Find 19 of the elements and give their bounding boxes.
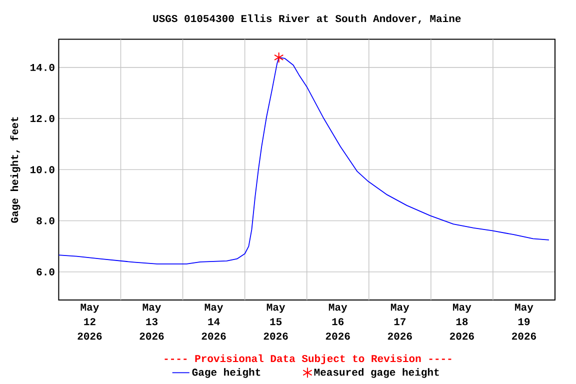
x-tick-label: May 17 2026 — [388, 304, 412, 340]
legend-label: Gage height — [192, 368, 260, 378]
y-tick-label: 6.0 — [36, 268, 54, 276]
y-tick-label: 8.0 — [36, 217, 54, 224]
chart-title: USGS 01054300 Ellis River at South Andover, Maine — [153, 14, 461, 24]
y-tick-label: 10.0 — [30, 166, 54, 174]
legend-label: Measured gage height — [314, 368, 439, 378]
x-tick-label: May 16 2026 — [326, 304, 350, 340]
x-tick-label: May 14 2026 — [202, 304, 226, 340]
line-series — [58, 57, 550, 264]
x-tick-label: May 19 2026 — [512, 304, 536, 340]
y-tick-label: 12.0 — [30, 114, 54, 122]
y-tick-label: 14.0 — [30, 64, 54, 71]
x-tick-label: May 13 2026 — [140, 304, 164, 340]
text: ---- Provisional Data Subject to Revision ---- — [164, 354, 452, 364]
x-tick-label: May 15 2026 — [264, 304, 288, 340]
x-tick-label: May 18 2026 — [450, 304, 474, 340]
y-axis-title: Gage height, feet — [10, 117, 20, 223]
x-tick-label: May 12 2026 — [78, 304, 102, 340]
